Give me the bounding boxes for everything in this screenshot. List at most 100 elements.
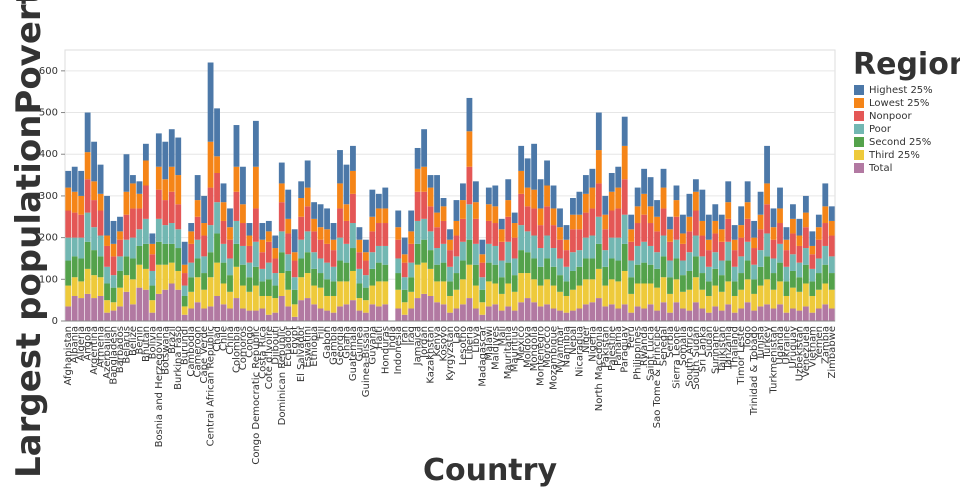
bar-segment (91, 200, 98, 228)
bar-segment (608, 191, 615, 211)
bar-segment (291, 260, 298, 278)
bar-segment (809, 281, 816, 296)
bar-segment (466, 166, 473, 205)
bar-segment (641, 193, 648, 215)
bar-segment (809, 312, 816, 321)
bar-segment (460, 218, 466, 242)
bar-segment (97, 235, 104, 257)
bar-segment (162, 141, 169, 180)
bar-segment (291, 252, 298, 261)
bar-segment (65, 210, 72, 238)
x-tick-label: Niger (581, 325, 592, 353)
bar-segment (395, 239, 402, 259)
bar-segment (382, 187, 389, 209)
bar-segment (142, 218, 149, 244)
bar-segment (634, 187, 641, 207)
y-tick-label: 300 (39, 191, 58, 202)
x-tick-label: Mauritius (510, 326, 521, 372)
x-tick-label: Malawi (484, 326, 495, 361)
bar-segment (647, 223, 654, 246)
bar-segment (343, 304, 350, 321)
bar-segment (628, 214, 635, 230)
bar-segment (149, 285, 156, 301)
bar-segment (408, 210, 415, 232)
bar-segment (188, 223, 195, 232)
bar-segment (641, 283, 648, 309)
x-tick-label: Nepal (568, 326, 579, 355)
bar-segment (330, 295, 337, 313)
bar-segment (65, 170, 72, 188)
bar-segment (220, 304, 227, 321)
bar-segment (570, 252, 576, 271)
bar-segment (162, 179, 169, 201)
bar-segment (395, 258, 402, 274)
bar-segment (725, 202, 732, 219)
bar-segment (783, 250, 790, 267)
bar-segment (466, 131, 473, 167)
bar-segment (123, 256, 130, 276)
bar-segment (252, 241, 259, 267)
bar-segment (285, 218, 292, 234)
bar-segment (705, 239, 712, 251)
x-tick-label: Senegal (659, 326, 670, 366)
bar-segment (233, 298, 240, 321)
bar-segment (252, 120, 259, 167)
bar-segment (401, 254, 408, 263)
bar-segment (272, 312, 279, 321)
bar-segment (356, 298, 363, 311)
bar-segment (168, 129, 175, 167)
bar-segment (712, 306, 719, 321)
bar-segment (751, 293, 758, 311)
bar-segment (220, 243, 227, 263)
bar-segment (822, 206, 829, 224)
legend-label: Third 25% (868, 150, 920, 161)
legend-label: Lowest 25% (869, 98, 929, 109)
bar-segment (162, 200, 169, 226)
bar-segment (375, 262, 382, 282)
bar-segment (828, 308, 835, 321)
bar-segment (214, 202, 220, 234)
bar-segment (764, 256, 770, 280)
bar-segment (822, 283, 829, 305)
bar-segment (673, 302, 680, 321)
bar-segment (472, 285, 479, 309)
bar-segment (770, 289, 777, 309)
bar-segment (699, 289, 706, 309)
bar-segment (621, 243, 628, 271)
bar-segment (544, 160, 550, 186)
bar-segment (285, 189, 292, 219)
bar-segment (259, 281, 266, 296)
x-tick-label: Sri Lanka (697, 326, 708, 372)
x-tick-label: Uruguay (788, 326, 799, 369)
bar-segment (692, 191, 699, 211)
x-tick-label: Ethiopia (309, 326, 320, 367)
bar-segment (757, 266, 764, 286)
bar-segment (485, 204, 492, 221)
bar-segment (557, 258, 563, 276)
legend-swatch (854, 124, 864, 134)
bar-segment (330, 250, 337, 267)
bar-segment (796, 262, 803, 278)
bar-segment (531, 258, 538, 280)
bar-segment (207, 225, 214, 253)
bar-segment (712, 285, 719, 307)
bar-segment (104, 195, 110, 236)
bar-segment (369, 231, 376, 253)
bar-segment (207, 252, 214, 278)
bar-segment (757, 250, 764, 267)
bar-segment (511, 275, 518, 292)
bar-segment (350, 170, 356, 194)
x-tick-label: Costa Rica (257, 326, 268, 379)
bar-segment (324, 262, 330, 280)
bar-segment (466, 97, 473, 132)
bar-segment (168, 262, 175, 284)
x-tick-label: Thailand (730, 326, 741, 370)
bar-segment (680, 260, 686, 276)
bar-segment (104, 235, 110, 246)
bar-segment (362, 239, 369, 253)
bar-segment (602, 229, 609, 251)
bar-segment (511, 291, 518, 311)
bar-segment (421, 239, 428, 263)
bar-segment (531, 279, 538, 303)
bar-segment (498, 218, 505, 230)
